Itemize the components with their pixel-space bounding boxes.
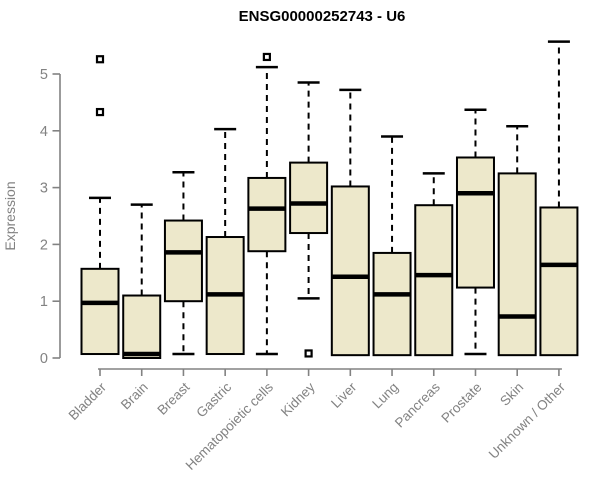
x-tick-label-bladder: Bladder bbox=[66, 379, 110, 423]
outlier-point bbox=[304, 349, 313, 358]
box-breast bbox=[163, 171, 203, 356]
outlier-point bbox=[95, 55, 105, 64]
y-tick-label: 3 bbox=[40, 181, 48, 197]
box-gastric bbox=[205, 127, 245, 356]
box-lung bbox=[372, 135, 412, 357]
x-tick-label-skin: Skin bbox=[497, 380, 526, 409]
y-tick-label: 1 bbox=[40, 294, 48, 310]
iqr-box bbox=[455, 156, 495, 289]
box-hematopoietic-cells bbox=[247, 52, 287, 356]
x-tick-label-unknown-other: Unknown / Other bbox=[486, 379, 569, 462]
box-bladder bbox=[80, 55, 120, 356]
iqr-box bbox=[414, 204, 454, 357]
x-tick-label-pancreas: Pancreas bbox=[392, 379, 443, 430]
y-tick-label: 0 bbox=[40, 351, 48, 367]
box-liver bbox=[330, 88, 370, 357]
iqr-box bbox=[289, 161, 329, 235]
x-tick-label-brain: Brain bbox=[118, 380, 151, 413]
iqr-box bbox=[163, 219, 203, 303]
x-tick-label-liver: Liver bbox=[328, 379, 360, 411]
box-prostate bbox=[455, 108, 495, 356]
x-tick-label-gastric: Gastric bbox=[193, 379, 234, 420]
x-tick-label-lung: Lung bbox=[369, 380, 401, 412]
iqr-box bbox=[330, 185, 370, 357]
x-tick-label-prostate: Prostate bbox=[438, 380, 484, 426]
box-pancreas bbox=[414, 172, 454, 357]
box-unknown-other bbox=[539, 40, 579, 357]
y-tick-label: 4 bbox=[40, 124, 48, 140]
y-axis-label: Expression bbox=[2, 181, 18, 250]
iqr-box bbox=[122, 294, 162, 359]
x-tick-label-kidney: Kidney bbox=[278, 379, 318, 419]
x-tick-label-breast: Breast bbox=[154, 379, 192, 417]
iqr-box bbox=[80, 267, 120, 356]
iqr-box bbox=[247, 176, 287, 253]
outlier-point bbox=[262, 52, 271, 62]
outlier-point bbox=[95, 107, 105, 117]
iqr-box bbox=[497, 172, 537, 357]
boxes-group bbox=[80, 40, 579, 359]
y-tick-label: 5 bbox=[40, 67, 48, 83]
box-brain bbox=[122, 203, 162, 359]
chart-title: ENSG00000252743 - U6 bbox=[239, 8, 406, 25]
y-tick-label: 2 bbox=[40, 237, 48, 253]
iqr-box bbox=[372, 251, 412, 357]
box-kidney bbox=[289, 81, 329, 358]
box-skin bbox=[497, 125, 537, 357]
iqr-box bbox=[539, 206, 579, 357]
